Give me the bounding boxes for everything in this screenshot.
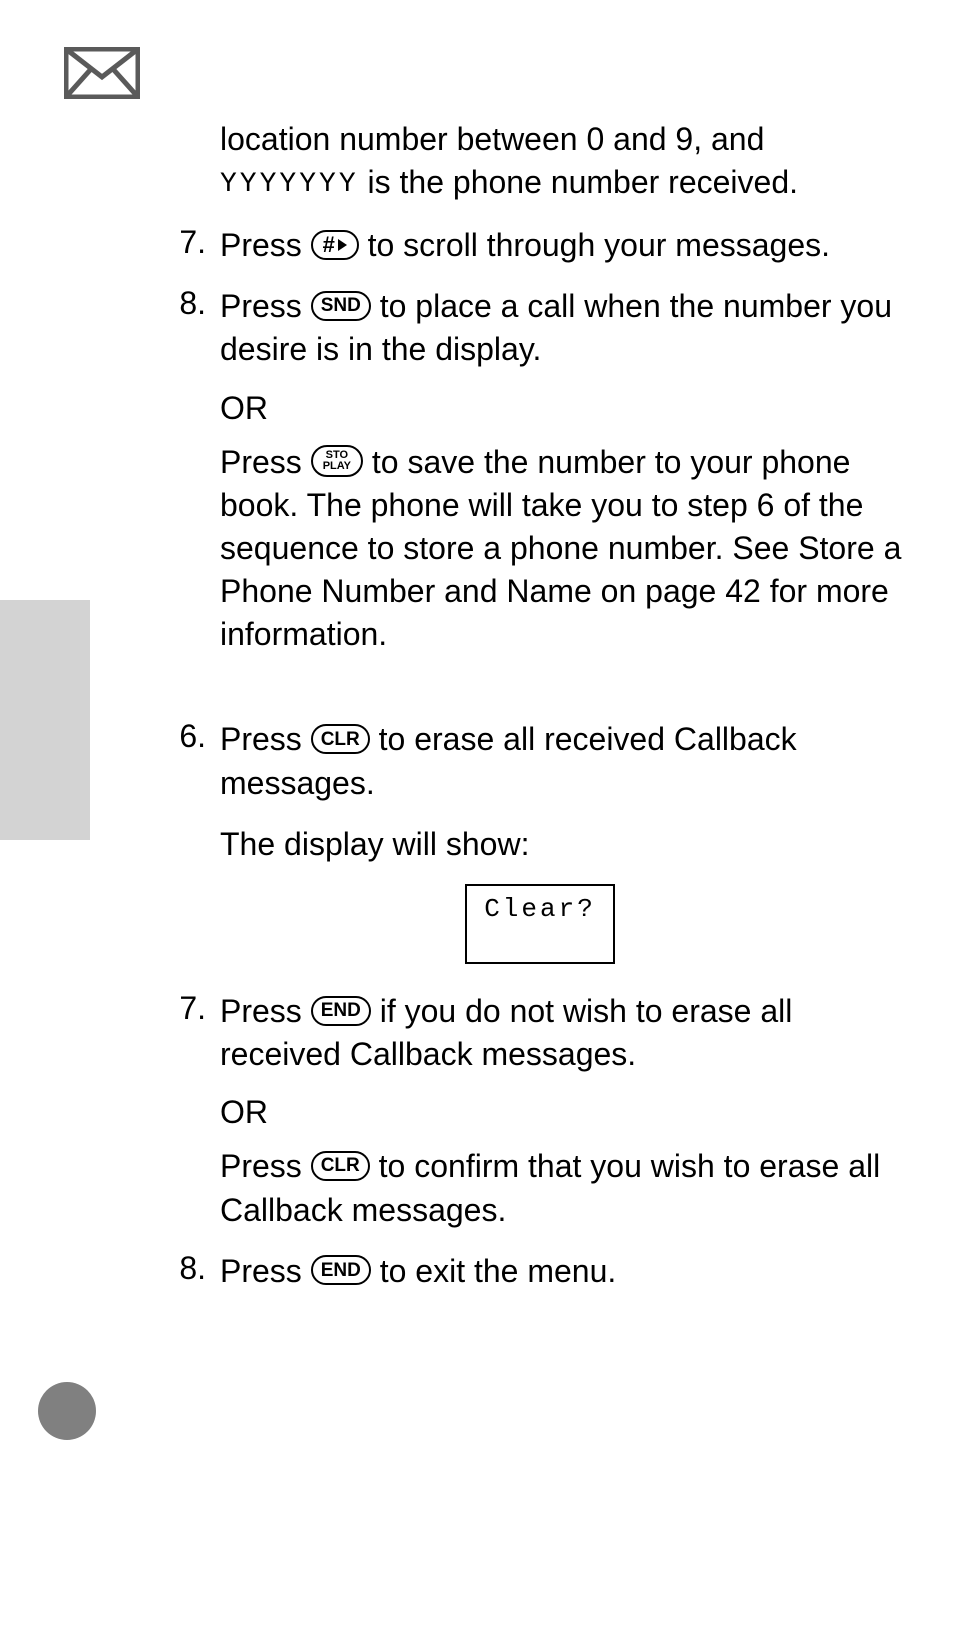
- sto-paragraph: Press STOPLAY to save the number to your…: [220, 441, 910, 657]
- step-body: Press SND to place a call when the numbe…: [220, 285, 910, 371]
- step-number: 8.: [170, 1250, 220, 1293]
- step-6-erase: 6. Press CLR to erase all received Callb…: [170, 718, 910, 804]
- clr-confirm-paragraph: Press CLR to confirm that you wish to er…: [220, 1145, 910, 1231]
- text-after: to scroll through your messages.: [359, 227, 830, 263]
- clr-key-icon: CLR: [311, 724, 370, 754]
- intro-after: is the phone number received.: [359, 164, 798, 200]
- step-number: 7.: [170, 990, 220, 1076]
- text-before: Press: [220, 288, 311, 324]
- end-key-icon: END: [311, 996, 371, 1026]
- text-before: Press: [220, 721, 311, 757]
- step-body: Press END to exit the menu.: [220, 1250, 910, 1293]
- step-7-scroll: 7. Press # to scroll through your messag…: [170, 224, 910, 267]
- step-number: 6.: [170, 718, 220, 804]
- text-before: Press: [220, 227, 311, 263]
- clr-key-icon: CLR: [311, 1151, 370, 1181]
- right-arrow-icon: [338, 239, 347, 251]
- or-separator: OR: [220, 1094, 910, 1131]
- step-body: Press END if you do not wish to erase al…: [220, 990, 910, 1076]
- step-8-call: 8. Press SND to place a call when the nu…: [170, 285, 910, 371]
- step-body: Press # to scroll through your messages.: [220, 224, 910, 267]
- step-8-exit: 8. Press END to exit the menu.: [170, 1250, 910, 1293]
- step-body: Press CLR to erase all received Callback…: [220, 718, 910, 804]
- hash-key-icon: #: [311, 230, 359, 260]
- text-before: Press: [220, 1253, 311, 1289]
- page-number-dot: [38, 1382, 96, 1440]
- sto-label-bottom: PLAY: [323, 461, 351, 473]
- snd-key-icon: SND: [311, 291, 371, 321]
- intro-before: location number between 0 and 9, and: [220, 121, 764, 157]
- side-tab: [0, 600, 90, 840]
- hash-key-label: #: [323, 234, 335, 256]
- text-after: to exit the menu.: [371, 1253, 616, 1289]
- intro-paragraph: location number between 0 and 9, and YYY…: [220, 118, 910, 206]
- or-separator: OR: [220, 390, 910, 427]
- display-prompt-label: The display will show:: [220, 823, 910, 866]
- step-number: 8.: [170, 285, 220, 371]
- phone-placeholder: YYYYYYY: [220, 169, 359, 200]
- text-before: Press: [220, 444, 311, 480]
- text-before: Press: [220, 1148, 311, 1184]
- sto-play-key-icon: STOPLAY: [311, 445, 363, 477]
- page-content: location number between 0 and 9, and YYY…: [170, 118, 910, 1311]
- envelope-icon: [64, 47, 140, 99]
- step-number: 7.: [170, 224, 220, 267]
- display-screen: Clear?: [465, 884, 615, 964]
- step-7-cancel: 7. Press END if you do not wish to erase…: [170, 990, 910, 1076]
- text-before: Press: [220, 993, 311, 1029]
- display-text: Clear?: [484, 894, 596, 924]
- end-key-icon: END: [311, 1255, 371, 1285]
